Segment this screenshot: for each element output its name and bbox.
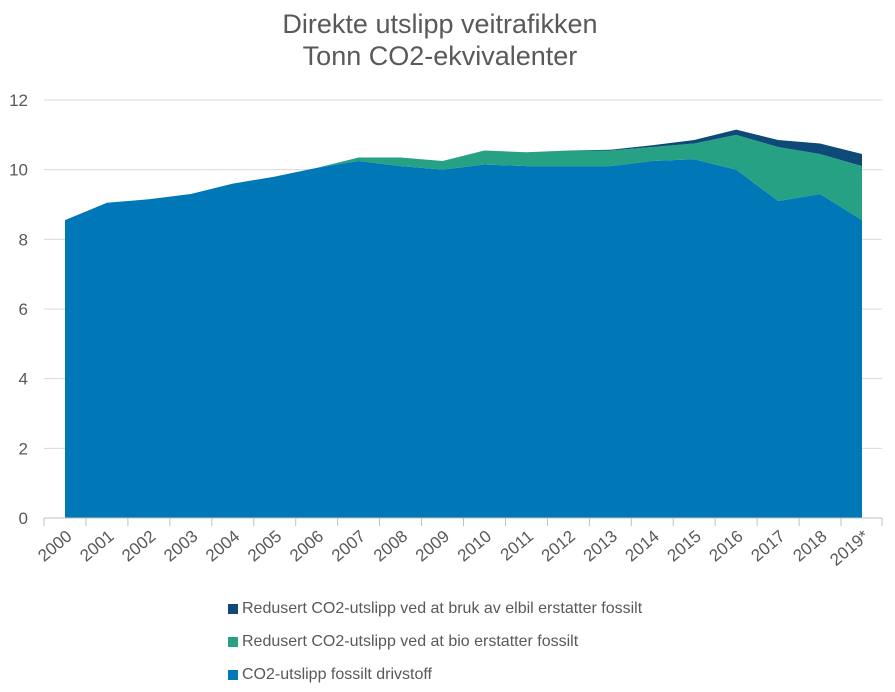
x-tick-label: 2010 — [454, 527, 495, 566]
x-tick-label: 2015 — [664, 527, 705, 566]
x-tick-label: 2007 — [328, 527, 369, 566]
x-tick-label: 2014 — [622, 527, 663, 566]
chart-title: Direkte utslipp veitrafikken Tonn CO2-ek… — [0, 8, 880, 72]
legend-swatch-fossil — [228, 669, 238, 680]
legend-label-elbil: Redusert CO2-utslipp ved at bruk av elbi… — [242, 599, 643, 617]
x-tick-label: 2011 — [497, 527, 537, 565]
x-axis-ticks: 2000 2001 2002 2003 2004 2005 2006 2007 2008 2009… — [34, 526, 872, 569]
x-tick-label: 2013 — [580, 527, 621, 566]
x-tick-label: 2019* — [826, 526, 873, 569]
legend: Redusert CO2-utslipp ved at bruk av elbi… — [228, 592, 642, 691]
area-bio — [65, 134, 862, 221]
x-tick-label: 2016 — [706, 527, 747, 566]
chart-title-line-1: Direkte utslipp veitrafikken — [282, 9, 598, 39]
y-tick-label: 10 — [9, 161, 28, 180]
x-tick-label: 2002 — [118, 527, 159, 566]
y-axis-ticks: 0 2 4 6 8 10 12 — [9, 91, 28, 528]
x-tick-label: 2004 — [202, 527, 243, 566]
area-series — [65, 129, 862, 518]
x-tick-label: 2003 — [160, 527, 201, 566]
legend-label-fossil: CO2-utslipp fossilt drivstoff — [242, 665, 432, 683]
chart-title-line-2: Tonn CO2-ekvivalenter — [302, 41, 578, 71]
area-fossil — [65, 159, 862, 518]
legend-item-elbil: Redusert CO2-utslipp ved at bruk av elbi… — [228, 592, 642, 625]
y-tick-label: 8 — [19, 230, 28, 249]
x-tick-label: 2008 — [370, 527, 411, 566]
legend-label-bio: Redusert CO2-utslipp ved at bio erstatte… — [242, 632, 579, 650]
y-tick-label: 4 — [19, 370, 28, 389]
x-tick-label: 2012 — [538, 527, 579, 566]
x-tick-label: 2006 — [286, 527, 327, 566]
y-tick-label: 6 — [19, 300, 28, 319]
x-tick-label: 2009 — [412, 527, 453, 566]
y-tick-label: 2 — [19, 439, 28, 458]
legend-item-bio: Redusert CO2-utslipp ved at bio erstatte… — [228, 625, 642, 658]
x-tick-label: 2005 — [244, 527, 285, 566]
x-tick-label: 2001 — [76, 527, 117, 566]
x-tick-label: 2017 — [747, 527, 788, 566]
legend-swatch-elbil — [228, 603, 238, 614]
x-tick-label: 2018 — [789, 527, 830, 566]
legend-item-fossil: CO2-utslipp fossilt drivstoff — [228, 658, 642, 691]
y-tick-label: 12 — [9, 91, 28, 110]
x-tick-label: 2000 — [34, 527, 75, 566]
legend-swatch-bio — [228, 636, 238, 647]
y-tick-label: 0 — [19, 509, 28, 528]
axes — [43, 517, 883, 526]
